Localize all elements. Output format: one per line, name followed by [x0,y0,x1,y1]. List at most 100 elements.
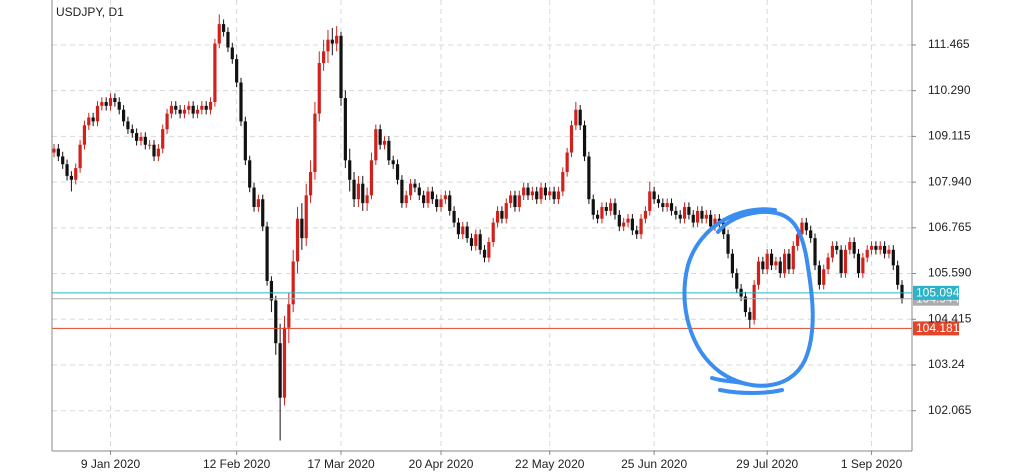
candle-body [726,234,730,254]
candle-body [326,39,330,52]
candle-body [543,187,548,196]
candle-body [665,203,669,208]
candle-body [443,195,447,200]
candle-body [639,218,643,235]
candle-body [756,261,761,285]
x-tick-label: 17 Mar 2020 [307,457,375,471]
candle-body [239,82,243,122]
candle-body [709,214,713,227]
candle-body [865,249,869,258]
candle-body [548,191,552,196]
candle-body [422,195,426,204]
circle-stroke [682,207,815,388]
candle-body [208,101,213,110]
candle-body [300,218,304,239]
candles [52,14,904,441]
candle-body [248,160,252,188]
candle-body [643,210,648,219]
candle-body [78,144,82,169]
candle-body [830,245,835,258]
candle-body [139,136,143,141]
candle-body [669,203,674,211]
candle-body [713,218,717,227]
candle-body [678,214,682,219]
circle-tail [710,376,748,386]
candle-body [426,191,430,204]
candle-body [156,148,160,157]
price-level-label: 104.181 [916,321,960,335]
candle-body [887,249,891,254]
y-tick-label: 110.290 [928,83,971,97]
candle-body [100,101,104,106]
candle-body [782,253,787,274]
candle-body [761,261,765,270]
candle-body [826,257,830,270]
candle-body [330,39,334,44]
candle-body [774,261,778,266]
candle-body [874,245,878,250]
candle-body [648,191,652,211]
candle-body [217,24,221,44]
candle-body [900,284,904,299]
candle-body [135,133,139,141]
candle-body [356,183,361,200]
candle-body [509,195,513,204]
candle-body [126,121,130,130]
circle-bottom [718,388,784,395]
candle-body [835,245,839,250]
candle-body [574,109,578,126]
candle-body [287,304,291,328]
y-tick-label: 102.065 [928,403,972,417]
candle-body [552,191,556,200]
candle-body [652,191,656,200]
candle-body [261,199,265,227]
candle-body [804,222,808,231]
candle-body [182,109,187,114]
candle-body [743,296,748,313]
y-tick-label: 111.465 [928,37,970,51]
candle-body [178,109,182,114]
candle-body [748,312,752,320]
candle-body [56,148,60,157]
candle-body [691,214,695,223]
candle-body [817,265,821,285]
candle-body [452,210,456,223]
price-level-label: 105.094 [916,286,960,300]
candle-body [413,183,417,188]
candle-body [539,187,543,200]
candle-body [674,210,678,215]
candle-body [304,195,308,239]
candle-body [530,191,534,196]
candle-body [365,195,369,204]
candle-body [700,210,704,219]
candle-body [682,207,687,219]
candle-body [152,144,156,157]
candle-body [169,105,174,114]
candle-body [52,148,56,153]
candle-body [582,125,587,157]
candle-body [222,24,226,32]
candle-body [339,35,343,99]
candle-body [143,136,147,145]
candle-body [600,207,604,219]
candle-body [274,300,278,344]
candle-body [617,214,621,227]
y-tick-label: 107.940 [928,174,972,188]
candle-body [265,226,269,281]
candle-body [269,280,274,301]
candle-body [195,109,200,114]
candle-body [752,284,756,320]
candle-body [565,152,569,172]
candle-body [282,327,287,398]
candle-body [822,269,826,285]
candle-body [200,105,204,110]
candle-body [61,156,65,165]
candle-body [856,253,861,274]
candle-body [535,191,539,200]
candle-body [291,261,295,305]
x-tick-label: 25 Jun 2020 [621,457,687,471]
candle-body [800,222,804,235]
candle-body [435,199,439,208]
candle-body [595,214,600,219]
candle-body [500,210,504,219]
